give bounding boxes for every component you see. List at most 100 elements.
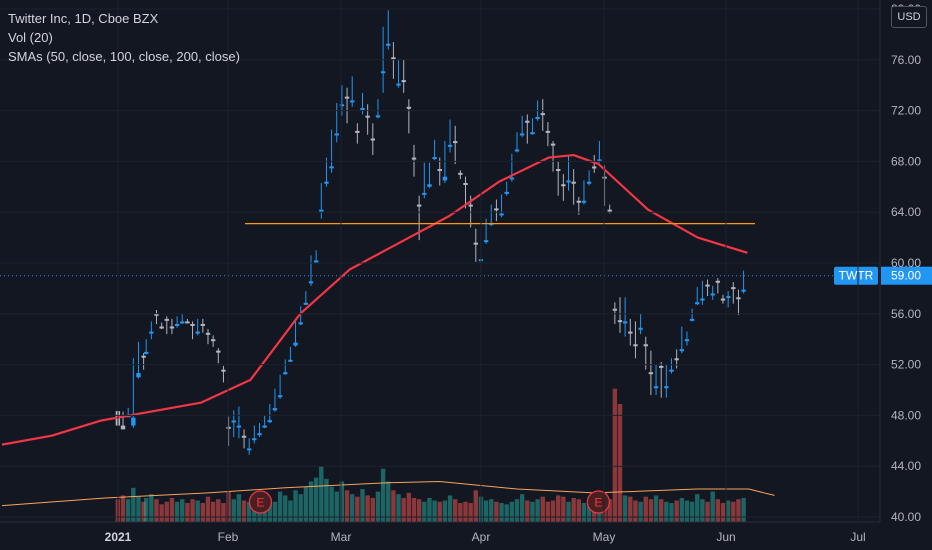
candle-body bbox=[483, 240, 489, 243]
candle-body bbox=[710, 293, 715, 296]
candle-body bbox=[136, 373, 141, 378]
volume-bar bbox=[283, 495, 288, 522]
legend-symbol[interactable]: Twitter Inc, 1D, Cboe BZX bbox=[8, 11, 159, 26]
volume-bar bbox=[185, 503, 190, 522]
candle-body bbox=[643, 344, 648, 347]
volume-bar bbox=[684, 500, 690, 522]
candle-body bbox=[653, 386, 659, 389]
volume-bar bbox=[468, 503, 473, 522]
legend-volume[interactable]: Vol (20) bbox=[8, 30, 53, 45]
candle-body bbox=[131, 417, 136, 426]
volume-bar bbox=[210, 501, 216, 522]
volume-bar bbox=[545, 501, 551, 522]
volume-bar bbox=[411, 497, 417, 522]
volume-bar bbox=[612, 388, 618, 522]
x-tick-label: Jun bbox=[716, 530, 735, 544]
candle-body bbox=[581, 200, 587, 203]
candle-body bbox=[205, 332, 211, 335]
x-tick-label: May bbox=[593, 530, 616, 544]
candle-body bbox=[226, 426, 231, 429]
volume-bar bbox=[406, 492, 412, 522]
volume-bar bbox=[360, 489, 365, 522]
candle-body bbox=[648, 372, 654, 375]
volume-bar bbox=[262, 504, 267, 522]
volume-bar bbox=[303, 486, 309, 522]
volume-bar bbox=[298, 494, 303, 522]
volume-bar bbox=[617, 403, 623, 522]
volume-bar bbox=[370, 497, 375, 522]
volume-bar bbox=[200, 503, 206, 522]
candle-body bbox=[195, 331, 200, 334]
candle-body bbox=[185, 321, 190, 324]
volume-layer bbox=[115, 388, 746, 522]
volume-bar bbox=[700, 499, 705, 522]
volume-bar bbox=[334, 491, 339, 522]
volume-bar bbox=[674, 500, 679, 522]
volume-bar bbox=[144, 497, 149, 522]
candle-body bbox=[617, 320, 623, 323]
horizontal-line-layer: TWTR 59.00 bbox=[0, 223, 932, 285]
legend-sma[interactable]: SMAs (50, close, 100, close, 200, close) bbox=[8, 49, 240, 64]
candle-body bbox=[277, 395, 283, 398]
candle-body bbox=[468, 204, 473, 207]
candle-body bbox=[154, 313, 159, 316]
candle-body bbox=[298, 322, 303, 325]
volume-bar bbox=[247, 501, 252, 522]
y-tick-label: 52.00 bbox=[891, 358, 921, 372]
volume-bar bbox=[319, 466, 324, 522]
volume-bar bbox=[653, 495, 659, 522]
volume-bar bbox=[473, 490, 478, 522]
volume-bar bbox=[561, 496, 566, 522]
currency-button[interactable]: USD bbox=[891, 6, 927, 28]
candle-body bbox=[344, 96, 350, 99]
volume-bar bbox=[664, 501, 669, 522]
volume-bar bbox=[576, 499, 581, 522]
volume-bar bbox=[607, 499, 612, 522]
candle-body bbox=[519, 133, 525, 136]
volume-bar bbox=[504, 504, 509, 522]
candle-body bbox=[545, 130, 551, 133]
volume-bar bbox=[715, 499, 721, 522]
volume-bar bbox=[416, 499, 422, 522]
candle-body bbox=[293, 342, 298, 346]
candle-body bbox=[169, 326, 175, 329]
candle-body bbox=[556, 169, 561, 172]
volume-bar bbox=[125, 499, 131, 522]
last-price-label: 59.00 bbox=[891, 269, 921, 283]
volume-bar bbox=[324, 478, 329, 522]
candle-body bbox=[669, 369, 674, 372]
volume-bar bbox=[628, 496, 633, 522]
volume-bar bbox=[195, 500, 200, 522]
volume-bar bbox=[530, 501, 535, 522]
candle-layer bbox=[115, 10, 746, 455]
volume-bar bbox=[241, 500, 247, 522]
candle-body bbox=[406, 106, 412, 109]
volume-bar bbox=[205, 496, 211, 522]
candle-body bbox=[571, 181, 576, 184]
volume-bar bbox=[339, 481, 345, 522]
candle-body bbox=[442, 176, 448, 181]
volume-bar bbox=[710, 491, 715, 522]
volume-bar bbox=[272, 501, 278, 522]
x-tick-label: Jul bbox=[850, 530, 865, 544]
candle-body bbox=[365, 115, 370, 118]
volume-bar bbox=[159, 504, 164, 522]
volume-bar bbox=[731, 501, 736, 522]
candle-body bbox=[339, 104, 345, 107]
volume-bar bbox=[136, 496, 141, 522]
candle-body bbox=[355, 130, 360, 133]
volume-bar bbox=[622, 495, 628, 522]
candle-body bbox=[741, 289, 746, 292]
y-tick-label: 44.00 bbox=[891, 459, 921, 473]
volume-bar bbox=[169, 497, 175, 522]
candle-body bbox=[210, 339, 216, 342]
x-tick-label: Mar bbox=[331, 530, 352, 544]
candle-body bbox=[236, 425, 242, 428]
candle-body bbox=[509, 177, 515, 180]
volume-bar bbox=[190, 499, 195, 522]
candle-body bbox=[695, 302, 700, 305]
volume-bar bbox=[669, 503, 674, 522]
sma-line bbox=[1, 153, 748, 446]
volume-ma-layer bbox=[1, 480, 775, 507]
volume-bar bbox=[267, 499, 272, 522]
